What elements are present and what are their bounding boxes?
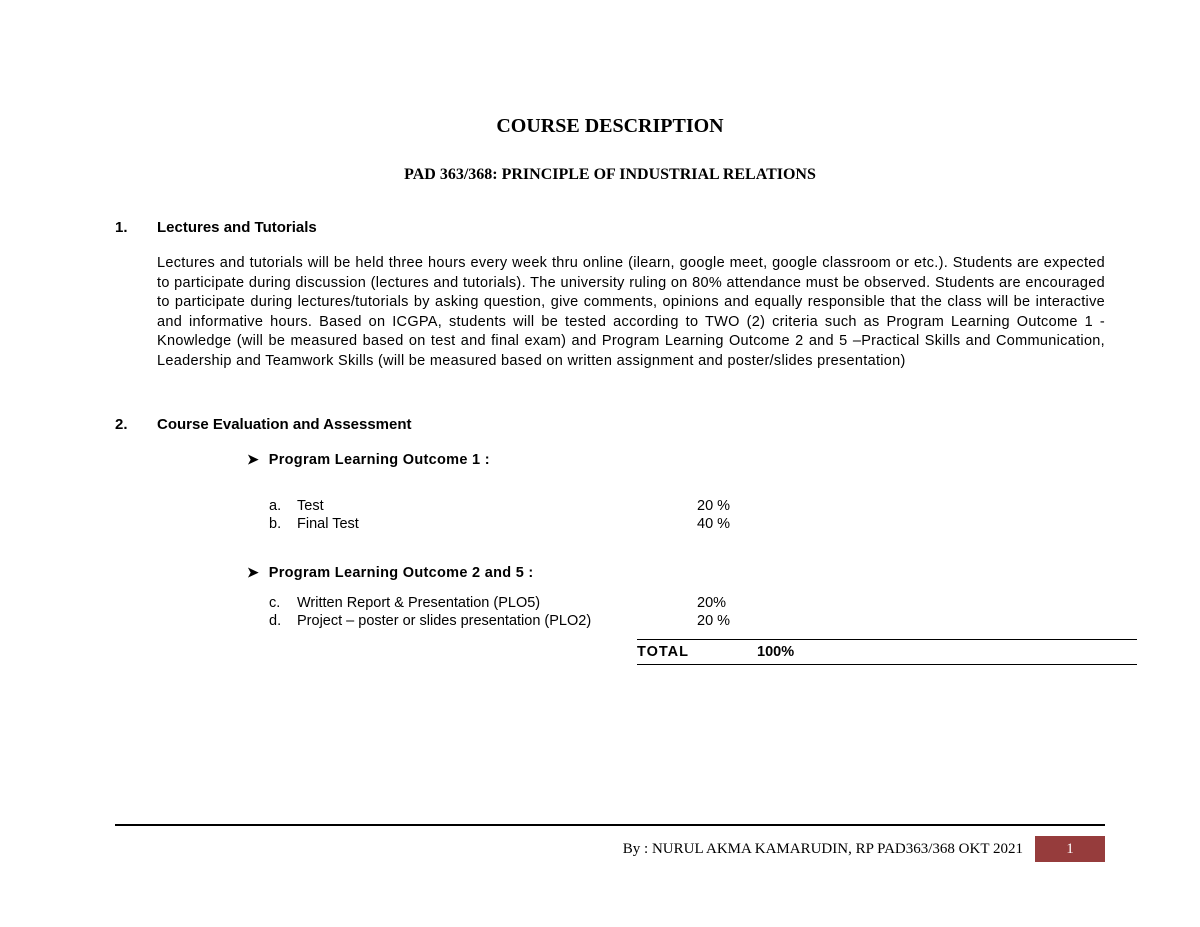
page-number-badge: 1: [1035, 836, 1105, 862]
eval-label: Test: [297, 498, 697, 514]
plo2-heading-row: ➤ Program Learning Outcome 2 and 5 :: [247, 564, 1137, 581]
section-content: Course Evaluation and Assessment ➤ Progr…: [157, 416, 1137, 665]
plo2-block: ➤ Program Learning Outcome 2 and 5 : c. …: [247, 564, 1137, 629]
section-number: 1.: [115, 219, 157, 371]
section-content: Lectures and Tutorials Lectures and tuto…: [157, 219, 1105, 371]
section-lectures: 1. Lectures and Tutorials Lectures and t…: [115, 219, 1105, 371]
total-label: TOTAL: [637, 644, 757, 660]
eval-letter: b.: [269, 516, 297, 532]
section-heading: Lectures and Tutorials: [157, 219, 1105, 236]
eval-item: c. Written Report & Presentation (PLO5) …: [269, 595, 1137, 611]
total-row: TOTAL 100%: [637, 640, 1137, 664]
eval-item: b. Final Test 40 %: [269, 516, 1137, 532]
total-percent: 100%: [757, 644, 837, 660]
arrow-icon: ➤: [247, 564, 259, 581]
plo1-block: ➤ Program Learning Outcome 1 : a. Test 2…: [247, 451, 1137, 532]
eval-letter: c.: [269, 595, 297, 611]
footer-byline: By : NURUL AKMA KAMARUDIN, RP PAD363/368…: [623, 841, 1023, 858]
eval-percent: 20 %: [697, 498, 777, 514]
section-number: 2.: [115, 416, 157, 665]
section-evaluation: 2. Course Evaluation and Assessment ➤ Pr…: [115, 416, 1105, 665]
eval-percent: 40 %: [697, 516, 777, 532]
eval-letter: a.: [269, 498, 297, 514]
eval-label: Written Report & Presentation (PLO5): [297, 595, 697, 611]
eval-label: Project – poster or slides presentation …: [297, 613, 697, 629]
plo1-heading-row: ➤ Program Learning Outcome 1 :: [247, 451, 1137, 468]
section-body: Lectures and tutorials will be held thre…: [157, 254, 1105, 371]
plo2-heading: Program Learning Outcome 2 and 5 :: [269, 565, 534, 581]
footer-rule: [115, 824, 1105, 826]
eval-percent: 20%: [697, 595, 777, 611]
eval-item: d. Project – poster or slides presentati…: [269, 613, 1137, 629]
footer-content: By : NURUL AKMA KAMARUDIN, RP PAD363/368…: [115, 836, 1105, 862]
page-footer: By : NURUL AKMA KAMARUDIN, RP PAD363/368…: [115, 824, 1105, 862]
eval-letter: d.: [269, 613, 297, 629]
plo-section: ➤ Program Learning Outcome 1 : a. Test 2…: [247, 451, 1137, 629]
section-heading: Course Evaluation and Assessment: [157, 416, 1137, 433]
course-title: COURSE DESCRIPTION: [115, 115, 1105, 138]
eval-percent: 20 %: [697, 613, 777, 629]
total-rule-bottom: [637, 664, 1137, 665]
arrow-icon: ➤: [247, 451, 259, 468]
plo1-heading: Program Learning Outcome 1 :: [269, 452, 490, 468]
eval-item: a. Test 20 %: [269, 498, 1137, 514]
course-subtitle: PAD 363/368: PRINCIPLE OF INDUSTRIAL REL…: [115, 166, 1105, 184]
eval-label: Final Test: [297, 516, 697, 532]
